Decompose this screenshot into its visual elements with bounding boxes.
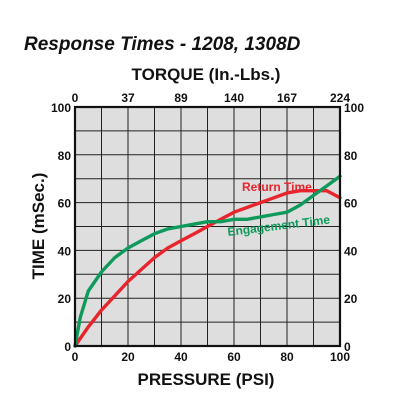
y-tick-label-left: 40 — [58, 244, 72, 258]
x-tick-label: 40 — [174, 350, 188, 364]
x-tick-label: 100 — [330, 350, 350, 364]
y-tick-label-right: 0 — [344, 340, 351, 354]
top-tick-label: 167 — [277, 91, 297, 105]
top-tick-label: 140 — [224, 91, 244, 105]
y-tick-label-left: 100 — [51, 101, 71, 115]
top-axis-title: TORQUE (In.-Lbs.) — [132, 65, 281, 84]
plot-frame — [73, 105, 342, 348]
y-tick-label-right: 100 — [344, 101, 364, 115]
return-time-label: Return Time — [242, 180, 312, 194]
y-tick-label-right: 60 — [344, 197, 358, 211]
y-tick-label-left: 60 — [58, 197, 72, 211]
y-tick-label-right: 40 — [344, 244, 358, 258]
series-layer — [73, 174, 342, 348]
top-tick-label: 0 — [72, 91, 79, 105]
series-line-0 — [73, 189, 342, 348]
x-axis-title: PRESSURE (PSI) — [138, 370, 275, 389]
x-tick-label: 20 — [121, 350, 135, 364]
chart-title: Response Times - 1208, 1308D — [24, 34, 301, 55]
y-tick-label-right: 80 — [344, 149, 358, 163]
grid — [75, 107, 340, 346]
y-axis-title: TIME (mSec.) — [29, 173, 48, 280]
series-line-1 — [73, 174, 342, 348]
y-tick-label-left: 20 — [58, 292, 72, 306]
y-tick-label-left: 0 — [64, 340, 71, 354]
top-tick-label: 37 — [121, 91, 135, 105]
x-tick-label: 80 — [280, 350, 294, 364]
x-tick-label: 60 — [227, 350, 241, 364]
y-tick-label-left: 80 — [58, 149, 72, 163]
top-tick-label: 224 — [330, 91, 350, 105]
x-tick-label: 0 — [72, 350, 79, 364]
y-tick-label-right: 20 — [344, 292, 358, 306]
top-tick-label: 89 — [174, 91, 188, 105]
